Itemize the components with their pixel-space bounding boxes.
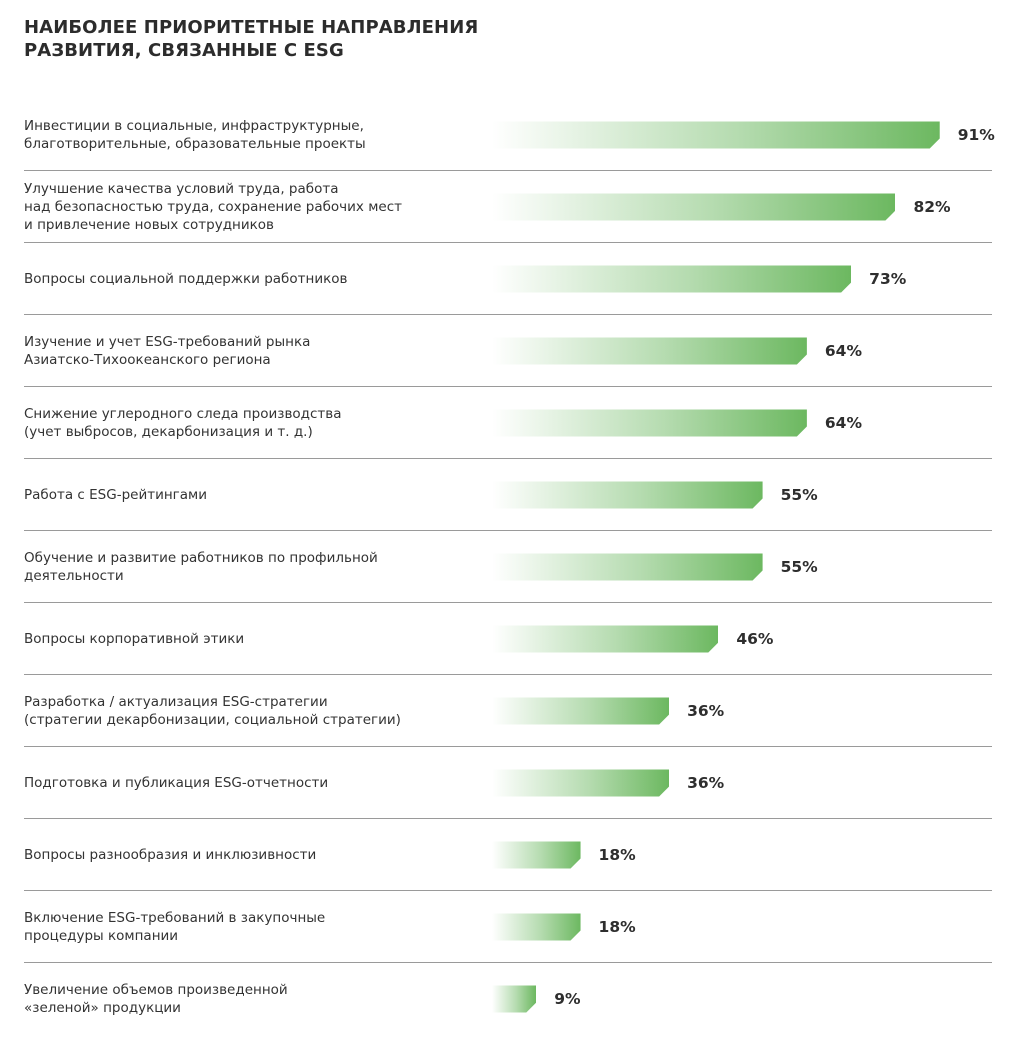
bar [492, 770, 669, 797]
row-divider [24, 314, 992, 315]
bar [492, 266, 851, 293]
row-divider [24, 386, 992, 387]
bar [492, 698, 669, 725]
category-label: Снижение углеродного следа производства … [24, 406, 342, 440]
category-label: Улучшение качества условий труда, работа… [24, 181, 402, 233]
bar [492, 554, 763, 581]
chart-row: Вопросы разнообразия и инклюзивности 18% [0, 819, 1024, 891]
row-divider [24, 170, 992, 171]
category-label: Инвестиции в социальные, инфраструктурны… [24, 118, 366, 152]
row-divider [24, 818, 992, 819]
category-label: Вопросы корпоративной этики [24, 631, 245, 647]
value-label: 73% [869, 270, 907, 288]
value-label: 36% [687, 774, 725, 792]
chart-row: Вопросы социальной поддержки работников 7… [0, 243, 1024, 315]
bar [492, 122, 940, 149]
chart-row: Инвестиции в социальные, инфраструктурны… [0, 99, 1024, 171]
value-label: 36% [687, 702, 725, 720]
bar [492, 842, 581, 869]
value-label: 9% [554, 990, 581, 1008]
row-divider [24, 674, 992, 675]
chart-row: Изучение и учет ESG-требований рынка Ази… [0, 315, 1024, 387]
value-label: 18% [598, 846, 636, 864]
chart-row: Вопросы корпоративной этики 46% [0, 603, 1024, 675]
row-divider [24, 890, 992, 891]
row-divider [24, 458, 992, 459]
bar [492, 986, 536, 1013]
chart-row: Разработка / актуализация ESG-стратегии … [0, 675, 1024, 747]
bar [492, 410, 807, 437]
chart-row: Улучшение качества условий труда, работа… [0, 171, 1024, 243]
value-label: 46% [736, 630, 774, 648]
row-divider [24, 602, 992, 603]
chart-row: Включение ESG-требований в закупочные пр… [0, 891, 1024, 963]
category-label: Вопросы социальной поддержки работников [24, 271, 348, 287]
row-divider [24, 530, 992, 531]
row-divider [24, 746, 992, 747]
bar [492, 914, 581, 941]
bar [492, 194, 895, 221]
row-divider [24, 962, 992, 963]
row-divider [24, 242, 992, 243]
chart-title: НАИБОЛЕЕ ПРИОРИТЕТНЫЕ НАПРАВЛЕНИЯ РАЗВИТ… [24, 17, 479, 61]
category-label: Работа с ESG-рейтингами [24, 487, 208, 503]
value-label: 55% [780, 558, 818, 576]
chart-row: Подготовка и публикация ESG-отчетности 36… [0, 747, 1024, 819]
category-label: Включение ESG-требований в закупочные пр… [24, 910, 326, 944]
value-label: 91% [957, 126, 995, 144]
chart-row: Работа с ESG-рейтингами 55% [0, 459, 1024, 531]
value-label: 18% [598, 918, 636, 936]
chart-row: Снижение углеродного следа производства … [0, 387, 1024, 459]
category-label: Вопросы разнообразия и инклюзивности [24, 847, 317, 863]
category-label: Увеличение объемов произведенной «зелено… [24, 982, 288, 1016]
bar [492, 626, 718, 653]
value-label: 55% [780, 486, 818, 504]
category-label: Изучение и учет ESG-требований рынка Ази… [24, 334, 311, 368]
chart-row: Увеличение объемов произведенной «зелено… [0, 963, 1024, 1035]
value-label: 64% [824, 342, 862, 360]
bar [492, 482, 763, 509]
category-label: Подготовка и публикация ESG-отчетности [24, 775, 329, 791]
value-label: 82% [913, 198, 951, 216]
value-label: 64% [824, 414, 862, 432]
category-label: Разработка / актуализация ESG-стратегии … [24, 694, 401, 728]
bar [492, 338, 807, 365]
category-label: Обучение и развитие работников по профил… [24, 550, 378, 584]
chart-row: Обучение и развитие работников по профил… [0, 531, 1024, 603]
